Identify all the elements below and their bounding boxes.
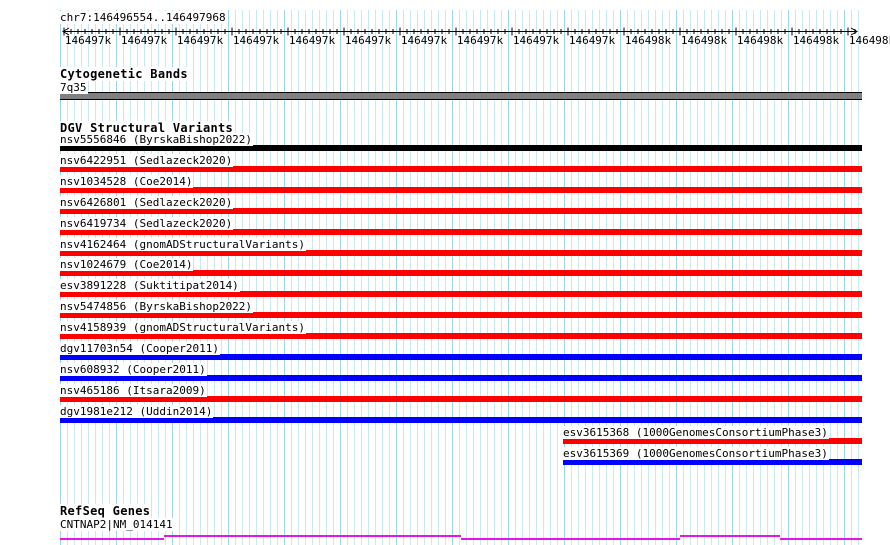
dgv-variant-bar[interactable]: [60, 187, 862, 193]
dgv-track-label: nsv6419734 (Sedlazeck2020): [60, 217, 234, 230]
section-title-refseq-genes: RefSeq Genes: [60, 504, 151, 518]
dgv-track-label: dgv11703n54 (Cooper2011): [60, 342, 220, 355]
dgv-variant-bar[interactable]: [60, 375, 862, 381]
dgv-variant-bar[interactable]: [60, 229, 862, 235]
dgv-variant-bar[interactable]: [60, 417, 862, 423]
dgv-track-label: nsv4158939 (gnomADStructuralVariants): [60, 321, 307, 334]
dgv-variant-bar[interactable]: [60, 291, 862, 297]
ruler-tick-label: 146497k: [176, 34, 224, 47]
locus-label: chr7:146496554..146497968: [60, 11, 228, 24]
dgv-variant-bar[interactable]: [60, 354, 862, 360]
gene-intron-segment[interactable]: [680, 535, 780, 537]
section-title-dgv-structural-variants: DGV Structural Variants: [60, 121, 234, 135]
dgv-variant-bar[interactable]: [60, 166, 862, 172]
dgv-track-label: esv3615368 (1000GenomesConsortiumPhase3): [563, 426, 829, 439]
dgv-variant-bar[interactable]: [563, 438, 862, 444]
dgv-variant-bar[interactable]: [60, 396, 862, 402]
gene-intron-segment[interactable]: [164, 535, 461, 537]
ruler-tick-label: 146497k: [232, 34, 280, 47]
ruler-tick-label: 146498k: [736, 34, 784, 47]
dgv-track-label: nsv465186 (Itsara2009): [60, 384, 207, 397]
dgv-track-label: nsv1024679 (Coe2014): [60, 258, 194, 271]
dgv-variant-bar[interactable]: [60, 208, 862, 214]
dgv-track-label: nsv608932 (Cooper2011): [60, 363, 207, 376]
refseq-gene-label: CNTNAP2|NM_014141: [60, 518, 174, 531]
ruler-tick-label: 146498k: [848, 34, 890, 47]
cytoband-label: 7q35: [60, 81, 88, 94]
ruler-tick-labels: 146497k 146497k 146497k 146497k 146497k 14649…: [0, 34, 890, 48]
dgv-track-label: nsv1034528 (Coe2014): [60, 175, 194, 188]
dgv-variant-bar[interactable]: [60, 250, 862, 256]
ruler-tick-label: 146498k: [792, 34, 840, 47]
gene-intron-segment[interactable]: [780, 538, 862, 540]
ruler-tick-label: 146497k: [400, 34, 448, 47]
dgv-variant-bar[interactable]: [60, 333, 862, 339]
ruler-tick-label: 146497k: [344, 34, 392, 47]
ruler-tick-label: 146498k: [680, 34, 728, 47]
gene-intron-segment[interactable]: [461, 538, 680, 540]
dgv-track-label: nsv6426801 (Sedlazeck2020): [60, 196, 234, 209]
dgv-track-label: nsv4162464 (gnomADStructuralVariants): [60, 238, 307, 251]
dgv-track-label: nsv6422951 (Sedlazeck2020): [60, 154, 234, 167]
ruler-tick-label: 146497k: [64, 34, 112, 47]
dgv-variant-bar[interactable]: [60, 312, 862, 318]
ruler-tick-label: 146498k: [624, 34, 672, 47]
dgv-track-label: esv3615369 (1000GenomesConsortiumPhase3): [563, 447, 829, 460]
ruler-tick-label: 146497k: [456, 34, 504, 47]
dgv-variant-bar[interactable]: [60, 270, 862, 276]
dgv-variant-bar[interactable]: [563, 459, 862, 465]
ruler-tick-label: 146497k: [512, 34, 560, 47]
cytoband-bar[interactable]: [60, 92, 862, 100]
section-title-cytogenetic-bands: Cytogenetic Bands: [60, 67, 188, 81]
gene-intron-segment[interactable]: [60, 538, 164, 540]
dgv-variant-bar[interactable]: [60, 145, 862, 151]
dgv-track-label: nsv5556846 (ByrskaBishop2022): [60, 133, 254, 146]
ruler-tick-label: 146497k: [568, 34, 616, 47]
ruler-axis: [62, 27, 858, 36]
dgv-track-label: dgv1981e212 (Uddin2014): [60, 405, 214, 418]
dgv-track-label: nsv5474856 (ByrskaBishop2022): [60, 300, 254, 313]
dgv-track-label: esv3891228 (Suktitipat2014): [60, 279, 240, 292]
ruler-tick-label: 146497k: [288, 34, 336, 47]
ruler-tick-label: 146497k: [120, 34, 168, 47]
